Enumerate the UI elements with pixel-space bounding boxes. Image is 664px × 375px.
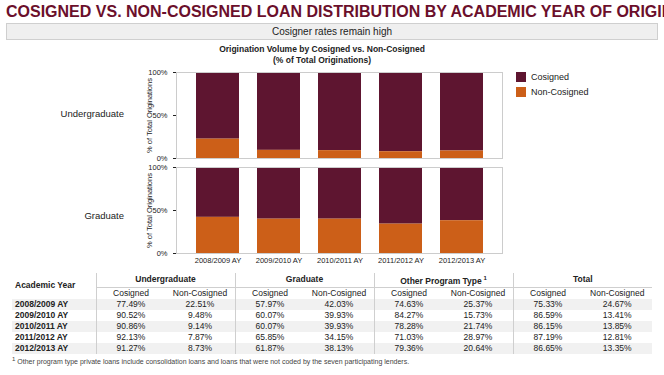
svg-text:2010/2011 AY: 2010/2011 AY <box>317 256 363 265</box>
html-text:2011/2012 AY: 2011/2012 AY <box>15 331 68 342</box>
html-text:38.13%: 38.13% <box>324 342 354 353</box>
svg-text:50%: 50% <box>152 111 167 120</box>
html-text:Cosigner rates remain high: Cosigner rates remain high <box>272 26 392 37</box>
html-text:Cosigned: Cosigned <box>530 287 566 298</box>
html-text:2009/2010 AY: 2009/2010 AY <box>15 309 69 320</box>
html-text:61.87%: 61.87% <box>255 342 285 353</box>
html-text:42.03%: 42.03% <box>324 298 354 309</box>
html-text:2010/2011 AY: 2010/2011 AY <box>15 320 68 331</box>
html-text:34.15%: 34.15% <box>324 331 354 342</box>
html-text:74.63%: 74.63% <box>394 298 424 309</box>
html-text:Undergraduate: Undergraduate <box>60 108 124 119</box>
html-text:77.49%: 77.49% <box>116 298 146 309</box>
html-text:15.73%: 15.73% <box>463 309 493 320</box>
html-text:65.85%: 65.85% <box>255 331 285 342</box>
html-text:Non-Cosigned: Non-Cosigned <box>450 287 506 298</box>
html-text:90.86%: 90.86% <box>116 320 146 331</box>
html-text:25.37%: 25.37% <box>463 298 493 309</box>
html-text:39.93%: 39.93% <box>324 309 354 320</box>
html-text:9.48%: 9.48% <box>187 309 212 320</box>
html-text:24.67%: 24.67% <box>602 298 632 309</box>
html-text:12.81%: 12.81% <box>602 331 632 342</box>
html-text:79.36%: 79.36% <box>394 342 424 353</box>
html-text:Non-Cosigned: Non-Cosigned <box>172 287 228 298</box>
svg-text:100%: 100% <box>148 68 168 77</box>
html-text:8.73%: 8.73% <box>187 342 212 353</box>
html-text:86.65%: 86.65% <box>533 342 563 353</box>
html-text:91.27%: 91.27% <box>116 342 146 353</box>
html-text:Cosigned: Cosigned <box>113 287 149 298</box>
svg-text:2008/2009 AY: 2008/2009 AY <box>195 256 242 265</box>
html-text:Undergraduate: Undergraduate <box>135 274 196 285</box>
svg-text:% of Total Originations: % of Total Originations <box>145 78 154 153</box>
html-text:78.28%: 78.28% <box>394 320 424 331</box>
html-text:90.52%: 90.52% <box>116 309 146 320</box>
html-text:75.33%: 75.33% <box>533 298 563 309</box>
html-text:21.74%: 21.74% <box>463 320 493 331</box>
html-text:Other Program Type1: Other Program Type1 <box>400 275 487 286</box>
html-text:Total: Total <box>572 274 593 285</box>
html-text:(% of Total Originations): (% of Total Originations) <box>273 55 371 65</box>
html-text:57.97%: 57.97% <box>255 298 285 309</box>
html-text:86.15%: 86.15% <box>533 320 563 331</box>
html-text:Graduate: Graduate <box>285 274 324 285</box>
html-text:Non-Cosigned: Non-Cosigned <box>531 87 589 97</box>
html-text:71.03%: 71.03% <box>394 331 424 342</box>
svg-text:2009/2010 AY: 2009/2010 AY <box>256 256 303 265</box>
html-text:2008/2009 AY: 2008/2009 AY <box>15 298 69 309</box>
html-text:Cosigned: Cosigned <box>252 287 288 298</box>
svg-text:50%: 50% <box>152 206 167 215</box>
html-text:84.27%: 84.27% <box>394 309 424 320</box>
svg-text:0%: 0% <box>157 249 168 258</box>
html-text:28.97%: 28.97% <box>463 331 493 342</box>
html-text:86.59%: 86.59% <box>533 309 563 320</box>
html-text:Origination Volume by Cosigned: Origination Volume by Cosigned vs. Non-C… <box>219 44 425 54</box>
html-text:2012/2013 AY: 2012/2013 AY <box>15 342 69 353</box>
html-text:39.93%: 39.93% <box>324 320 354 331</box>
html-text:87.19%: 87.19% <box>533 331 563 342</box>
html-text:92.13%: 92.13% <box>116 331 146 342</box>
html-text:22.51%: 22.51% <box>185 298 215 309</box>
svg-text:100%: 100% <box>148 163 168 172</box>
html-text:9.14%: 9.14% <box>187 320 212 331</box>
html-text:Non-Cosigned: Non-Cosigned <box>311 287 367 298</box>
html-text:13.35%: 13.35% <box>602 342 632 353</box>
html-text:Graduate: Graduate <box>84 209 124 221</box>
html-text:13.41%: 13.41% <box>602 309 632 320</box>
html-text:60.07%: 60.07% <box>255 309 285 320</box>
svg-text:% of Total Originations: % of Total Originations <box>145 173 154 248</box>
html-text:20.64%: 20.64% <box>463 342 493 353</box>
html-text:7.87%: 7.87% <box>187 331 212 342</box>
html-text:Non-Cosigned: Non-Cosigned <box>590 287 645 298</box>
html-text:Cosigned: Cosigned <box>391 287 427 298</box>
svg-text:0%: 0% <box>157 154 168 161</box>
svg-text:2012/2013 AY: 2012/2013 AY <box>439 256 486 265</box>
svg-text:2011/2012 AY: 2011/2012 AY <box>378 256 424 265</box>
html-text:Academic Year: Academic Year <box>15 280 76 291</box>
html-text:Cosigned: Cosigned <box>531 72 569 82</box>
html-text:13.85%: 13.85% <box>602 320 632 331</box>
html-text:1Other program type private lo: 1Other program type private loans includ… <box>12 355 410 366</box>
html-text:60.07%: 60.07% <box>255 320 285 331</box>
